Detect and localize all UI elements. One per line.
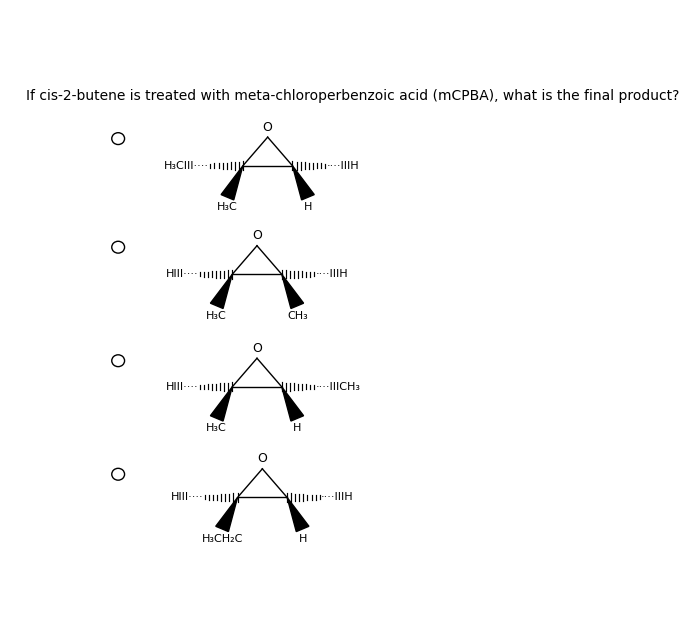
Text: H₃C: H₃C — [217, 202, 238, 212]
Polygon shape — [282, 387, 304, 421]
Text: H: H — [304, 202, 312, 212]
Text: ····IIIH: ····IIIH — [321, 492, 354, 503]
Text: O: O — [258, 453, 267, 465]
Text: HIII····: HIII···· — [165, 382, 198, 392]
Polygon shape — [210, 274, 232, 308]
Text: O: O — [252, 342, 262, 355]
Text: ····IIIH: ····IIIH — [327, 161, 359, 171]
Text: ····IIICH₃: ····IIICH₃ — [316, 382, 361, 392]
Text: H₃C: H₃C — [207, 311, 227, 320]
Polygon shape — [216, 497, 238, 531]
Polygon shape — [210, 387, 232, 421]
Polygon shape — [287, 497, 309, 531]
Text: O: O — [263, 121, 273, 134]
Text: If cis-2-butene is treated with meta-chloroperbenzoic acid (mCPBA), what is the : If cis-2-butene is treated with meta-chl… — [26, 89, 680, 103]
Polygon shape — [282, 274, 304, 308]
Text: H₃CH₂C: H₃CH₂C — [201, 534, 243, 544]
Text: HIII····: HIII···· — [171, 492, 203, 503]
Text: O: O — [252, 229, 262, 242]
Text: ····IIIH: ····IIIH — [316, 269, 349, 279]
Text: H: H — [293, 423, 302, 433]
Polygon shape — [292, 166, 314, 200]
Text: H₃C: H₃C — [207, 423, 227, 433]
Text: H: H — [298, 534, 307, 544]
Text: CH₃: CH₃ — [287, 311, 307, 320]
Polygon shape — [221, 166, 243, 200]
Text: HIII····: HIII···· — [165, 269, 198, 279]
Text: H₃CIII····: H₃CIII···· — [164, 161, 209, 171]
